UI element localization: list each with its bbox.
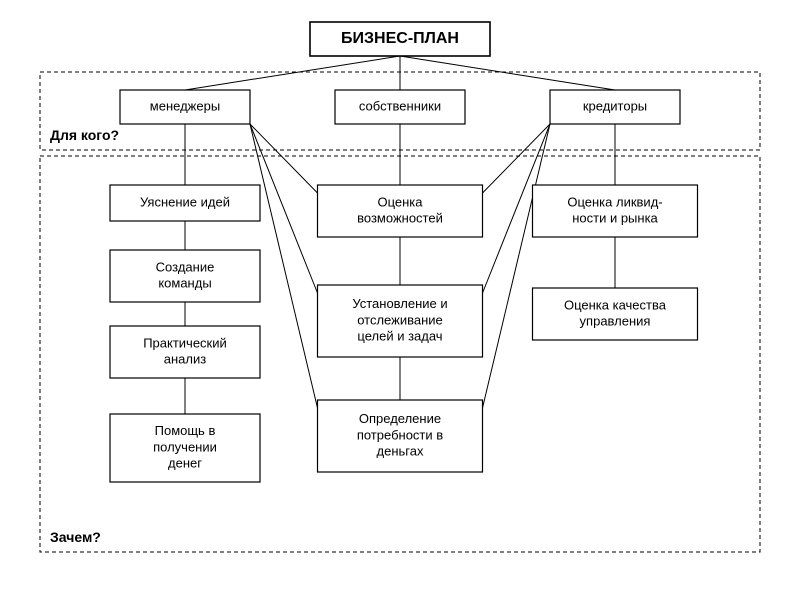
- svg-text:Практический: Практический: [143, 335, 227, 350]
- label-for-whom: Для кого?: [50, 127, 119, 143]
- svg-text:команды: команды: [158, 276, 211, 291]
- svg-text:целей и задач: целей и задач: [357, 329, 442, 344]
- svg-text:отслеживание: отслеживание: [357, 312, 443, 327]
- svg-text:Оценка ликвид-: Оценка ликвид-: [567, 194, 662, 209]
- connector: [250, 124, 318, 193]
- connector: [400, 56, 615, 90]
- svg-text:анализ: анализ: [164, 352, 206, 367]
- audience-managers-text: менеджеры: [150, 98, 220, 113]
- connector: [483, 124, 551, 193]
- svg-text:БИЗНЕС-ПЛАН: БИЗНЕС-ПЛАН: [341, 30, 459, 47]
- svg-text:денег: денег: [168, 456, 202, 471]
- svg-text:ности и рынка: ности и рынка: [572, 211, 658, 226]
- svg-text:Создание: Создание: [156, 259, 215, 274]
- svg-text:кредиторы: кредиторы: [583, 98, 647, 113]
- svg-text:возможностей: возможностей: [357, 211, 443, 226]
- svg-text:Помощь в: Помощь в: [155, 423, 216, 438]
- svg-text:Оценка: Оценка: [377, 194, 423, 209]
- svg-text:менеджеры: менеджеры: [150, 98, 220, 113]
- svg-text:собственники: собственники: [359, 98, 441, 113]
- svg-text:Оценка качества: Оценка качества: [564, 297, 667, 312]
- mgr-node-0-text: Уяснение идей: [140, 194, 230, 209]
- svg-text:деньгах: деньгах: [377, 444, 424, 459]
- audience-owners-text: собственники: [359, 98, 441, 113]
- business-plan-diagram: Для кого? Зачем? БИЗНЕС-ПЛАН менеджеры собст…: [0, 0, 800, 600]
- mgr-node-1-text: Создание команды: [156, 259, 215, 290]
- svg-text:потребности в: потребности в: [357, 427, 443, 442]
- audience-creditors-text: кредиторы: [583, 98, 647, 113]
- connector: [483, 124, 551, 408]
- svg-text:Установление и: Установление и: [352, 296, 447, 311]
- own-node-1-text: Установление иотслеживание целей и задач: [352, 296, 447, 344]
- crd-node-0-text: Оценка ликвид-ности и рынка: [567, 194, 662, 225]
- svg-text:Уяснение идей: Уяснение идей: [140, 194, 230, 209]
- svg-text:получении: получении: [153, 439, 217, 454]
- title-text: БИЗНЕС-ПЛАН: [341, 30, 459, 47]
- label-why: Зачем?: [50, 529, 101, 545]
- svg-text:управления: управления: [580, 314, 651, 329]
- svg-text:Определение: Определение: [359, 411, 441, 426]
- connector: [185, 56, 400, 90]
